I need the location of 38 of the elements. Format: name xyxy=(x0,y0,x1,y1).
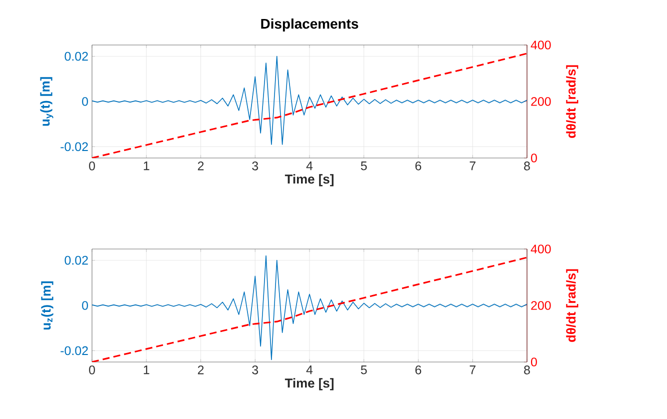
x-tick-label: 6 xyxy=(415,366,422,374)
chart-title: Displacements xyxy=(261,18,358,32)
y2-tick-label: 400 xyxy=(530,40,551,50)
x-tick-label: 8 xyxy=(524,162,530,170)
y-tick-label: 0 xyxy=(82,97,88,106)
y2-tick-label: 200 xyxy=(531,301,551,310)
x-tick-label: 4 xyxy=(306,366,313,374)
y2-tick-label: 0 xyxy=(531,154,537,162)
y-tick-label: 0.02 xyxy=(64,52,88,61)
x-tick-label: 0 xyxy=(89,366,95,374)
x-tick-label: 6 xyxy=(415,162,422,170)
line-series xyxy=(92,52,527,158)
x-tick-label: 2 xyxy=(198,366,204,374)
y-tick-label: 0.02 xyxy=(64,256,88,265)
y-tick-label: -0.02 xyxy=(60,142,88,152)
x-tick-label: 7 xyxy=(470,366,476,374)
x-tick-label: 7 xyxy=(470,162,476,170)
x-tick-label: 5 xyxy=(360,162,367,170)
y-tick-label: -0.02 xyxy=(60,346,88,356)
y2-tick-label: 400 xyxy=(530,244,551,254)
x-tick-label: 1 xyxy=(144,162,150,170)
x-tick-label: 1 xyxy=(144,366,150,374)
x-tick-label: 4 xyxy=(306,162,313,170)
x-tick-label: 8 xyxy=(524,366,530,374)
y-axis-title: u$_{y}$(t) [m] xyxy=(40,77,54,126)
y2-axis-title: dθ/dt [rad/s] xyxy=(566,269,578,342)
x-tick-label: 3 xyxy=(252,162,258,170)
x-tick-label: 2 xyxy=(198,162,204,170)
y2-axis-title: dθ/dt [rad/s] xyxy=(566,65,578,138)
x-tick-label: 5 xyxy=(360,366,367,374)
x-axis-title: Time [s] xyxy=(284,174,334,186)
y-axis-title: u$_{z}$(t) [m] xyxy=(41,281,54,330)
y2-tick-label: 200 xyxy=(531,97,551,106)
y2-tick-label: 0 xyxy=(531,358,537,366)
x-tick-label: 3 xyxy=(252,366,258,374)
x-tick-label: 0 xyxy=(89,162,95,170)
x-axis-title: Time [s] xyxy=(284,378,334,390)
y-tick-label: 0 xyxy=(82,301,88,310)
